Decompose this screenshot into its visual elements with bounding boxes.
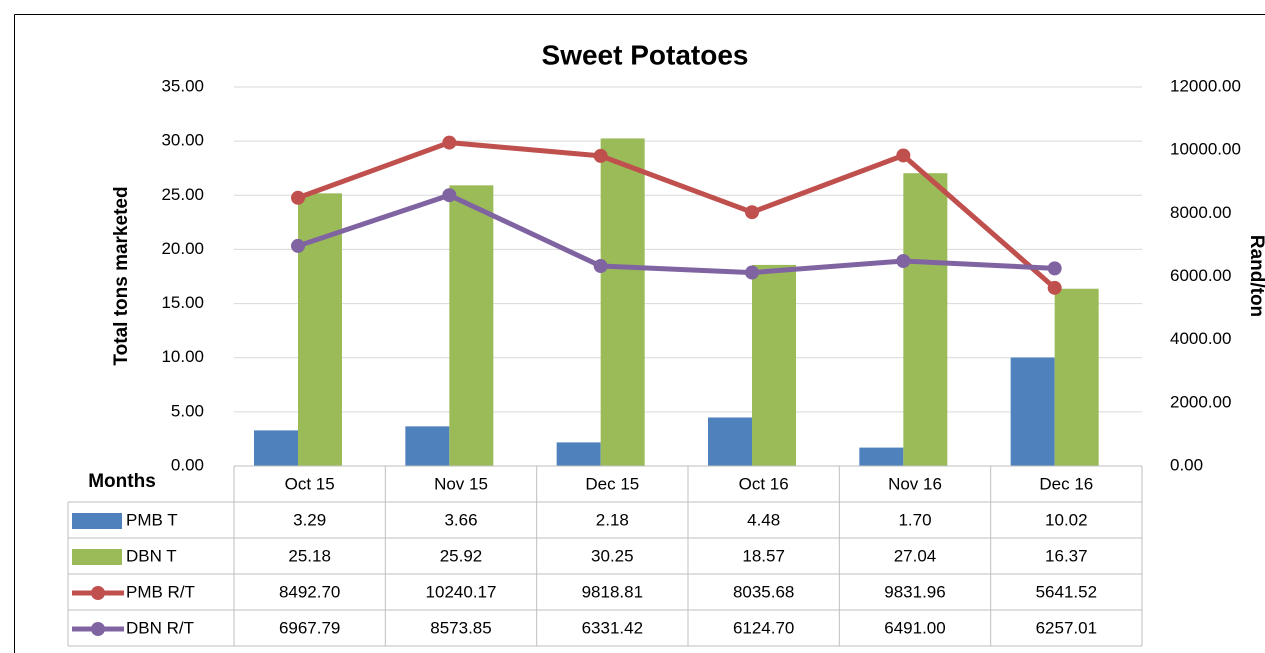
marker xyxy=(1047,261,1062,276)
y-tick-label: 0.00 xyxy=(171,455,204,474)
marker xyxy=(442,188,457,203)
data-label: 6967.79 xyxy=(279,618,340,637)
months-label: Months xyxy=(88,471,156,492)
line xyxy=(297,192,1055,276)
marker xyxy=(442,135,457,150)
data-label: 9818.81 xyxy=(582,582,643,601)
bar xyxy=(752,264,796,466)
bar xyxy=(708,417,752,466)
marker xyxy=(1047,280,1062,295)
y2-tick-label: 10000.00 xyxy=(1170,140,1241,159)
data-label: 5641.52 xyxy=(1036,582,1097,601)
marker xyxy=(291,238,305,253)
data-label: 4.48 xyxy=(747,510,780,529)
y2-tick-label: 0.00 xyxy=(1170,455,1203,474)
bar xyxy=(254,430,298,466)
data-label: 6331.42 xyxy=(582,618,643,637)
y-tick-label: 10.00 xyxy=(161,347,204,366)
data-label: 16.37 xyxy=(1045,546,1088,565)
data-label: 8492.70 xyxy=(279,582,340,601)
y2-tick-label: 8000.00 xyxy=(1170,203,1231,222)
data-label: 3.66 xyxy=(444,510,477,529)
y2-tick-label: 2000.00 xyxy=(1170,392,1231,411)
bar xyxy=(449,185,494,466)
data-label: 9831.96 xyxy=(884,582,945,601)
x-tick-label: Dec 15 xyxy=(585,474,639,493)
legend-swatch xyxy=(72,513,122,529)
legend-label: DBN T xyxy=(126,546,177,565)
data-label: 10240.17 xyxy=(426,582,497,601)
y-tick-label: 5.00 xyxy=(171,401,204,420)
data-label: 27.04 xyxy=(894,546,937,565)
legend-swatch xyxy=(72,549,122,565)
x-tick-label: Nov 16 xyxy=(888,474,942,493)
marker xyxy=(745,205,759,220)
y-axis-label: Total tons marketed xyxy=(111,186,132,365)
x-tick-label: Oct 15 xyxy=(285,474,335,493)
data-label: 8573.85 xyxy=(430,618,491,637)
chart-title: Sweet Potatoes xyxy=(542,39,749,70)
data-label: 25.18 xyxy=(288,546,331,565)
bar xyxy=(600,138,645,466)
y-tick-label: 35.00 xyxy=(161,76,204,95)
line xyxy=(297,140,1057,290)
x-tick-label: Nov 15 xyxy=(434,474,488,493)
marker xyxy=(593,148,608,163)
legend-marker xyxy=(91,622,105,636)
y2-axis-label: Rand/ton xyxy=(1246,235,1265,317)
x-tick-label: Dec 16 xyxy=(1039,474,1093,493)
legend-label: DBN R/T xyxy=(126,618,194,637)
legend-marker xyxy=(91,586,105,600)
y-tick-label: 20.00 xyxy=(161,239,204,258)
bar xyxy=(903,173,948,466)
data-label: 6257.01 xyxy=(1036,618,1097,637)
data-label: 10.02 xyxy=(1045,510,1088,529)
legend-label: PMB R/T xyxy=(126,582,195,601)
y-tick-label: 15.00 xyxy=(161,293,204,312)
data-label: 25.92 xyxy=(440,546,483,565)
marker xyxy=(593,259,608,274)
bar xyxy=(405,426,450,466)
bar xyxy=(1010,357,1055,466)
data-label: 1.70 xyxy=(898,510,931,529)
data-label: 6124.70 xyxy=(733,618,794,637)
y-tick-label: 25.00 xyxy=(161,185,204,204)
marker xyxy=(896,148,911,163)
data-label: 30.25 xyxy=(591,546,634,565)
bar xyxy=(556,442,601,466)
y2-tick-label: 6000.00 xyxy=(1170,266,1231,285)
bar xyxy=(1054,288,1099,466)
data-label: 18.57 xyxy=(742,546,785,565)
marker xyxy=(745,265,759,280)
bar xyxy=(859,447,904,466)
data-label: 2.18 xyxy=(596,510,629,529)
legend-label: PMB T xyxy=(126,510,178,529)
marker xyxy=(896,253,911,268)
data-label: 3.29 xyxy=(293,510,326,529)
x-tick-label: Oct 16 xyxy=(739,474,789,493)
data-label: 6491.00 xyxy=(884,618,945,637)
marker xyxy=(291,190,305,205)
y-tick-label: 30.00 xyxy=(161,131,204,150)
y2-tick-label: 4000.00 xyxy=(1170,329,1231,348)
y2-tick-label: 12000.00 xyxy=(1170,76,1241,95)
data-label: 8035.68 xyxy=(733,582,794,601)
